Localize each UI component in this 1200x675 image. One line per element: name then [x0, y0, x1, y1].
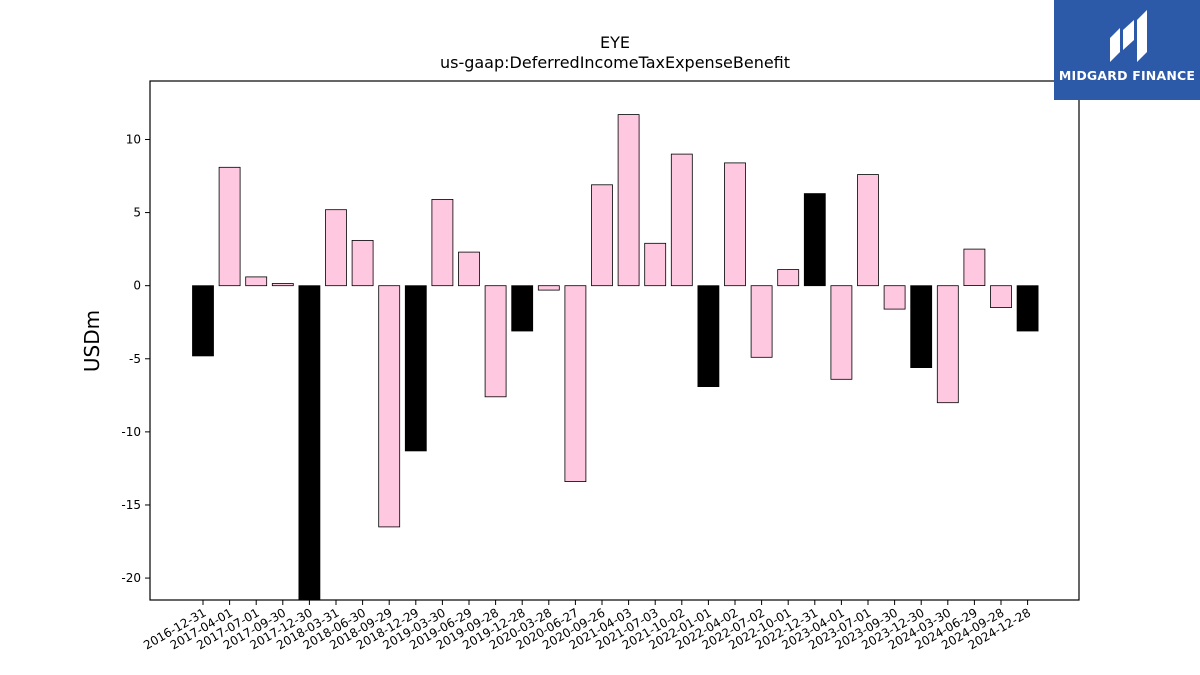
chart-title: EYE	[600, 33, 630, 52]
y-tick-label: 0	[133, 279, 141, 293]
bar-2020-09-26	[591, 184, 613, 287]
x-axis: 2016-12-312017-04-012017-07-012017-09-30…	[141, 600, 1033, 652]
plot-frame	[149, 80, 1080, 601]
bar-2022-10-01	[777, 269, 800, 287]
bar-2020-03-28	[537, 285, 560, 291]
y-tick-label: 10	[126, 132, 141, 146]
bar-2024-06-29	[963, 248, 986, 287]
bar-2018-06-30	[351, 239, 374, 287]
y-tick-label: -15	[121, 498, 141, 512]
bar-2022-12-31	[803, 193, 826, 287]
midgard-logo-icon	[1110, 10, 1147, 62]
bar-2017-09-30	[271, 283, 294, 287]
brand-name: MIDGARD FINANCE	[1058, 68, 1196, 83]
bar-2019-12-28	[511, 285, 534, 332]
bar-2021-04-03	[617, 114, 640, 287]
chart-subtitle: us-gaap:DeferredIncomeTaxExpenseBenefit	[440, 53, 790, 72]
y-tick-label: -5	[129, 352, 141, 366]
bar-2023-07-01	[857, 174, 879, 287]
bar-2023-09-30	[883, 285, 906, 310]
bar-2017-07-01	[245, 276, 268, 287]
bar-2024-09-28	[990, 285, 1012, 309]
bar-2016-12-31	[192, 285, 214, 357]
bar-2018-09-29	[378, 285, 401, 528]
bar-2017-04-01	[218, 166, 241, 287]
brand-logo: MIDGARD FINANCE	[1054, 0, 1200, 100]
y-tick-label: -20	[121, 571, 141, 585]
bar-2021-07-03	[644, 242, 667, 287]
bar-2022-01-01	[697, 285, 720, 388]
y-axis: -20 -15 -10 -5 0 5 10	[121, 132, 150, 585]
bar-2022-07-02	[750, 285, 773, 358]
bar-2024-12-28	[1016, 285, 1039, 332]
y-tick-label: -10	[121, 425, 141, 439]
y-tick-label: 5	[133, 206, 141, 220]
y-axis-label: USDm	[80, 310, 104, 372]
bar-2022-04-02	[724, 162, 746, 287]
bar-2019-09-28	[484, 285, 507, 398]
bar-2024-03-30	[936, 285, 959, 404]
bar-2023-04-01	[830, 285, 853, 380]
bar-2019-06-29	[458, 251, 480, 287]
bar-2021-10-02	[670, 153, 693, 287]
bar-2018-12-29	[404, 285, 427, 452]
bar-2019-03-30	[431, 198, 454, 287]
bar-2020-06-27	[564, 285, 587, 483]
bars-group	[192, 114, 1039, 600]
bar-2023-12-30	[910, 285, 933, 369]
bar-2018-03-31	[325, 209, 347, 287]
bar-2017-12-30	[298, 285, 321, 600]
